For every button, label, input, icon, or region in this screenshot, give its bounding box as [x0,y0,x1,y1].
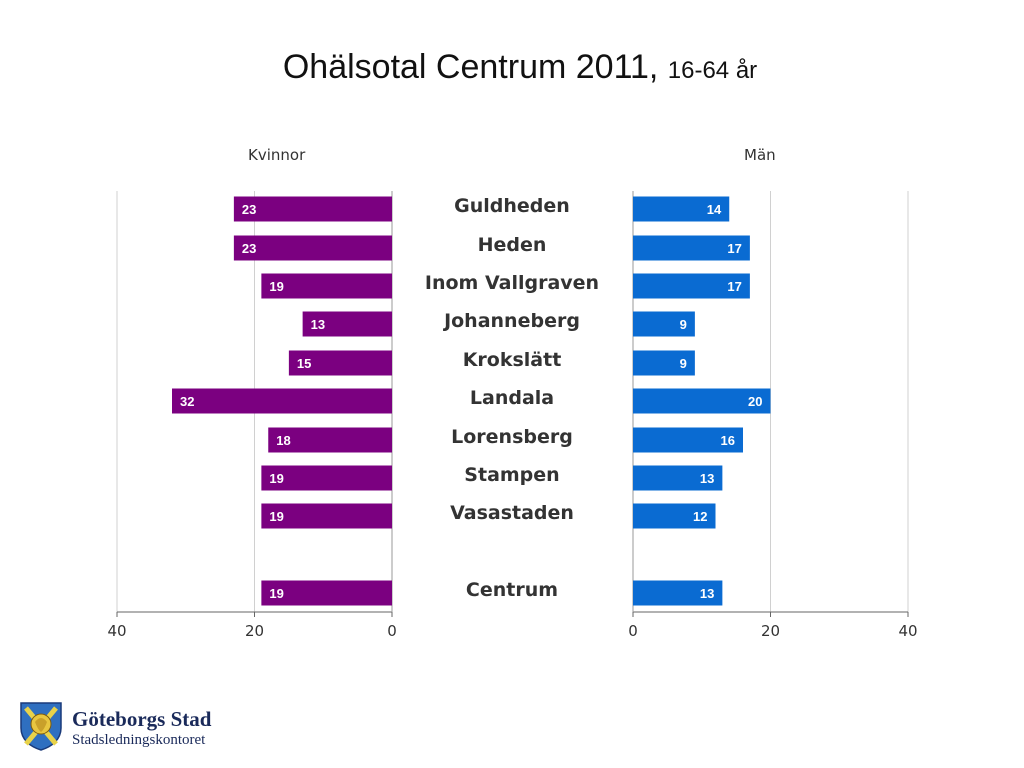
kvinnor-value-label: 18 [276,433,290,448]
man-value-label: 9 [680,356,687,371]
kvinnor-bar [261,273,392,299]
kvinnor-value-label: 19 [269,471,283,486]
category-label: Landala [470,387,554,409]
kvinnor-value-label: 32 [180,394,194,409]
category-label: Guldheden [454,195,570,217]
man-value-label: 16 [721,433,735,448]
right-panel-label: Män [744,146,776,164]
man-value-label: 9 [680,317,687,332]
category-label: Inom Vallgraven [425,272,599,294]
man-bar [633,465,723,491]
man-bar [633,427,743,453]
man-value-label: 13 [700,471,714,486]
category-label: Centrum [466,579,558,601]
kvinnor-bar [261,503,392,529]
category-label: Krokslätt [463,349,562,371]
man-value-label: 13 [700,586,714,601]
kvinnor-value-label: 19 [269,586,283,601]
right-tick-label: 20 [761,622,780,640]
man-bar [633,350,695,376]
kvinnor-bar [233,235,392,261]
kvinnor-bar [172,388,392,414]
kvinnor-bar [302,311,392,337]
left-tick-label: 40 [107,622,126,640]
chart-title: Ohälsotal Centrum 2011, 16-64 år [0,48,1024,87]
logo-name: Göteborgs Stad [72,707,212,731]
kvinnor-value-label: 15 [297,356,311,371]
category-label: Johanneberg [442,310,580,332]
left-panel-label: Kvinnor [248,146,306,164]
kvinnor-value-label: 23 [242,202,256,217]
logo-text: Göteborgs Stad Stadsledningskontoret [72,708,211,750]
man-bar [633,311,695,337]
logo-dept: Stadsledningskontoret [72,732,206,748]
kvinnor-value-label: 19 [269,279,283,294]
category-label: Stampen [464,464,559,486]
goteborg-coat-of-arms-icon [20,702,62,751]
left-tick-label: 0 [387,622,397,640]
man-bar [633,196,730,222]
kvinnor-value-label: 23 [242,241,256,256]
kvinnor-bar [261,580,392,606]
kvinnor-bar [261,465,392,491]
man-bar [633,273,750,299]
kvinnor-bar [288,350,392,376]
kvinnor-value-label: 19 [269,509,283,524]
man-bar [633,503,716,529]
category-label: Vasastaden [450,502,574,524]
man-bar [633,580,723,606]
man-value-label: 14 [707,202,722,217]
category-label: Lorensberg [451,426,573,448]
man-value-label: 20 [748,394,762,409]
kvinnor-bar [233,196,392,222]
butterfly-chart: 40 20 0 0 20 40 23 14 Guldheden 23 17 Heden 19 17 Inom… [107,191,918,640]
category-label: Heden [478,234,547,256]
right-tick-label: 40 [898,622,917,640]
chart-title-sub: 16-64 år [667,57,758,84]
man-value-label: 17 [727,241,741,256]
kvinnor-bar [268,427,392,453]
man-value-label: 17 [727,279,741,294]
chart-title-main: Ohälsotal Centrum 2011, [282,48,659,86]
man-bar [633,388,771,414]
left-tick-label: 20 [245,622,264,640]
man-value-label: 12 [693,509,707,524]
right-tick-label: 0 [628,622,638,640]
kvinnor-value-label: 13 [311,317,325,332]
man-bar [633,235,750,261]
